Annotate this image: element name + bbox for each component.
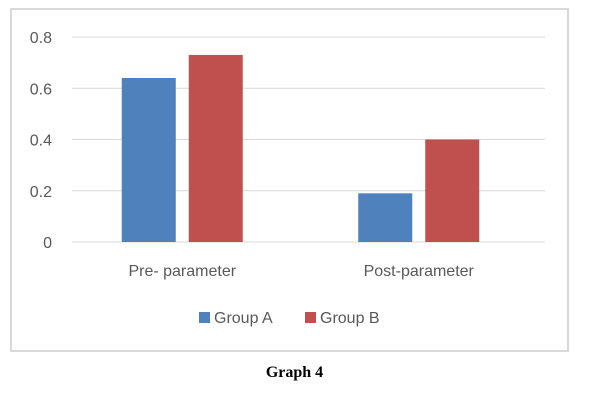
bar-group-b	[188, 54, 243, 242]
bar-chart: 0 0.2 0.4 0.6 0.8 Pre- parameter Post-paramete…	[30, 30, 545, 327]
bar-group-a	[358, 193, 413, 242]
bar-group-b	[425, 139, 480, 242]
x-tick-label: Post-parameter	[364, 263, 475, 280]
y-tick-label: 0.4	[30, 133, 52, 150]
x-tick-label: Pre- parameter	[128, 263, 236, 280]
legend-swatch	[305, 312, 316, 323]
legend-label: Group B	[320, 310, 380, 327]
y-tick-label: 0	[43, 235, 52, 252]
legend-label: Group A	[214, 310, 273, 327]
y-tick-label: 0.6	[30, 81, 52, 98]
y-tick-label: 0.8	[30, 30, 52, 47]
legend-swatch	[199, 312, 210, 323]
graph-caption: Graph 4	[265, 364, 324, 381]
bar-group-a	[121, 78, 176, 242]
y-tick-label: 0.2	[30, 184, 52, 201]
